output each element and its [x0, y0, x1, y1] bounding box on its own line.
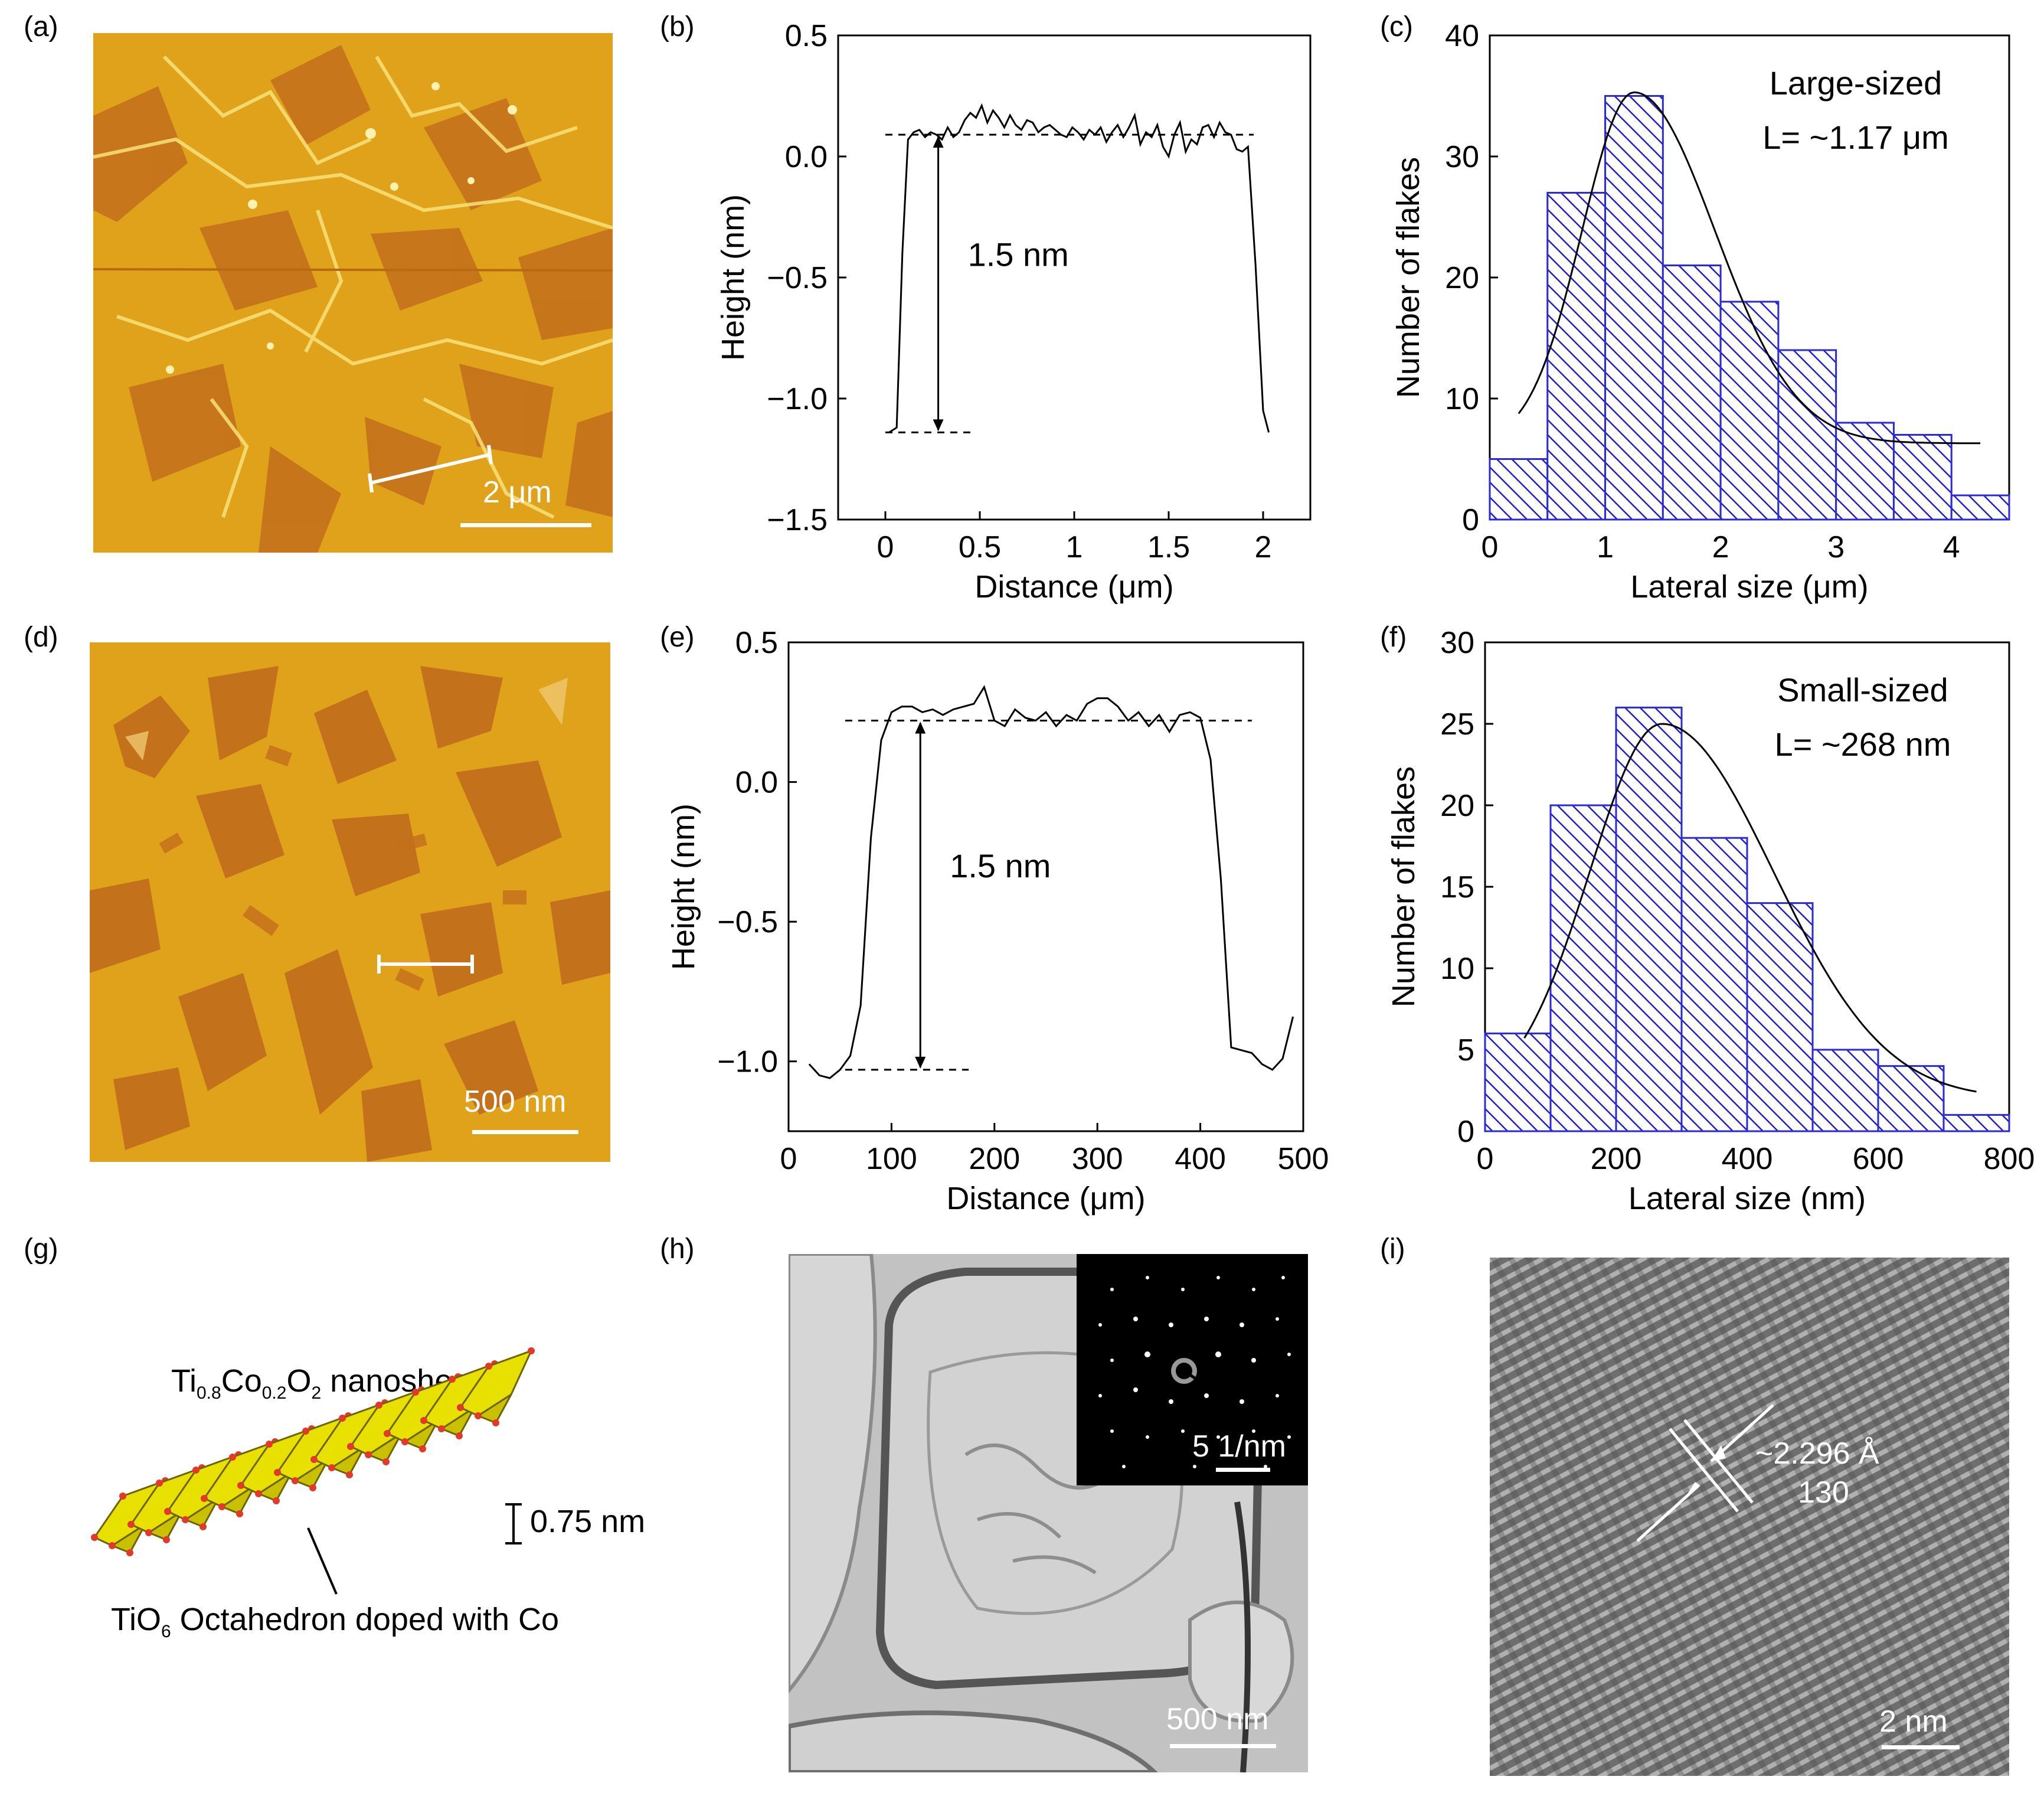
- oxygen-atom: [375, 1402, 382, 1409]
- oxygen-atom: [485, 1363, 492, 1370]
- oxygen-atom: [384, 1430, 391, 1437]
- oxygen-atom: [274, 1469, 281, 1476]
- oxygen-atom: [126, 1549, 133, 1556]
- scale-label-h: 500 nm: [1166, 1702, 1269, 1736]
- panel-label-i: (i): [1380, 1233, 1405, 1265]
- oxygen-atom: [457, 1404, 464, 1411]
- oxygen-atom: [292, 1477, 299, 1484]
- oxygen-atom: [164, 1508, 171, 1515]
- oxygen-atom: [412, 1389, 419, 1396]
- tem-image: 5 1/nm 500 nm: [789, 1254, 1308, 1772]
- oxygen-atom: [339, 1415, 346, 1422]
- octahedron-face: [146, 1510, 183, 1541]
- octahedron-face: [183, 1497, 220, 1528]
- oxygen-atom: [328, 1464, 335, 1471]
- panel-label-b: (b): [660, 11, 695, 43]
- hrtem-drawing: [1490, 1258, 2009, 1776]
- oxygen-atom: [266, 1441, 273, 1448]
- octahedron-face: [366, 1432, 403, 1463]
- oxygen-atom: [382, 1458, 390, 1465]
- scale-bar-d: [472, 1130, 578, 1134]
- panel-label-f: (f): [1380, 622, 1407, 653]
- oxygen-atom: [401, 1438, 408, 1445]
- afm-image-d-drawing: [90, 642, 610, 1162]
- octahedron-face: [293, 1458, 329, 1489]
- scale-bar-i: [1882, 1745, 1960, 1749]
- octahedron-caption: TiO6 Octahedron doped with Co: [111, 1602, 560, 1641]
- panel-label-c: (c): [1380, 11, 1413, 43]
- oxygen-atom: [438, 1425, 445, 1432]
- panel-label-h: (h): [660, 1233, 695, 1265]
- oxygen-atom: [255, 1490, 262, 1497]
- oxygen-atom: [309, 1484, 316, 1491]
- oxygen-atom: [182, 1516, 189, 1523]
- scale-label-d: 500 nm: [464, 1085, 567, 1119]
- oxygen-atom: [156, 1480, 163, 1487]
- octahedron-face: [256, 1471, 293, 1502]
- d-spacing-label: ~2.296 Å: [1755, 1436, 1879, 1471]
- oxygen-atom: [192, 1467, 200, 1474]
- oxygen-atom: [310, 1456, 318, 1463]
- oxygen-atom: [365, 1451, 372, 1458]
- octahedron-face: [110, 1523, 146, 1554]
- oxygen-atom: [273, 1497, 280, 1504]
- scale-label-i: 2 nm: [1879, 1704, 1948, 1739]
- octahedron-face: [439, 1406, 476, 1437]
- thickness-label: 0.75 nm: [530, 1504, 646, 1539]
- octahedron-face: [329, 1445, 366, 1476]
- scale-bar-h: [1170, 1744, 1276, 1748]
- oxygen-atom: [237, 1482, 244, 1489]
- scale-label-a: 2 μm: [483, 475, 552, 510]
- afm-image-small-flakes: 500 nm: [90, 642, 610, 1162]
- oxygen-atom: [201, 1495, 208, 1502]
- hrtem-image: ~2.296 Å 130 2 nm: [1490, 1258, 2009, 1776]
- scale-bar-a: [460, 523, 591, 527]
- oxygen-atom: [145, 1529, 152, 1536]
- oxygen-atom: [200, 1523, 207, 1530]
- oxygen-atom: [475, 1412, 482, 1419]
- oxygen-atom: [528, 1347, 535, 1354]
- oxygen-atom: [456, 1432, 463, 1439]
- panel-label-a: (a): [24, 11, 58, 43]
- oxygen-atom: [163, 1536, 170, 1543]
- profile-line-a: [370, 453, 490, 485]
- oxygen-atom: [449, 1376, 456, 1383]
- oxygen-atom: [229, 1454, 236, 1461]
- oxygen-atom: [419, 1445, 426, 1452]
- oxygen-atom: [302, 1428, 309, 1435]
- oxygen-atom: [236, 1510, 243, 1517]
- octahedron-face: [403, 1419, 439, 1450]
- oxygen-atom: [218, 1503, 225, 1510]
- panel-label-d: (d): [24, 622, 58, 653]
- saed-pattern: [1098, 1276, 1291, 1468]
- afm-image-a-drawing: [93, 33, 613, 553]
- panel-label-e: (e): [660, 622, 695, 653]
- oxygen-atom: [109, 1542, 116, 1549]
- oxygen-atom: [91, 1534, 98, 1541]
- oxygen-atom: [119, 1493, 126, 1500]
- oxygen-atom: [127, 1521, 135, 1528]
- panel-label-g: (g): [24, 1233, 58, 1265]
- caption-pointer-line: [307, 1527, 338, 1595]
- octahedron-face: [476, 1393, 512, 1424]
- octahedron-face: [220, 1484, 256, 1515]
- plane-label: 130: [1798, 1475, 1849, 1510]
- oxygen-atom: [420, 1417, 427, 1424]
- saed-scale-bar: [1216, 1468, 1270, 1472]
- oxygen-atom: [347, 1443, 354, 1450]
- saed-scale-label: 5 1/nm: [1192, 1429, 1286, 1464]
- afm-image-large-flakes: 2 μm: [93, 33, 613, 553]
- oxygen-atom: [346, 1471, 353, 1478]
- saed-inset: 5 1/nm: [1077, 1254, 1308, 1485]
- octahedra-chain: [91, 1347, 535, 1556]
- oxygen-atom: [492, 1419, 499, 1426]
